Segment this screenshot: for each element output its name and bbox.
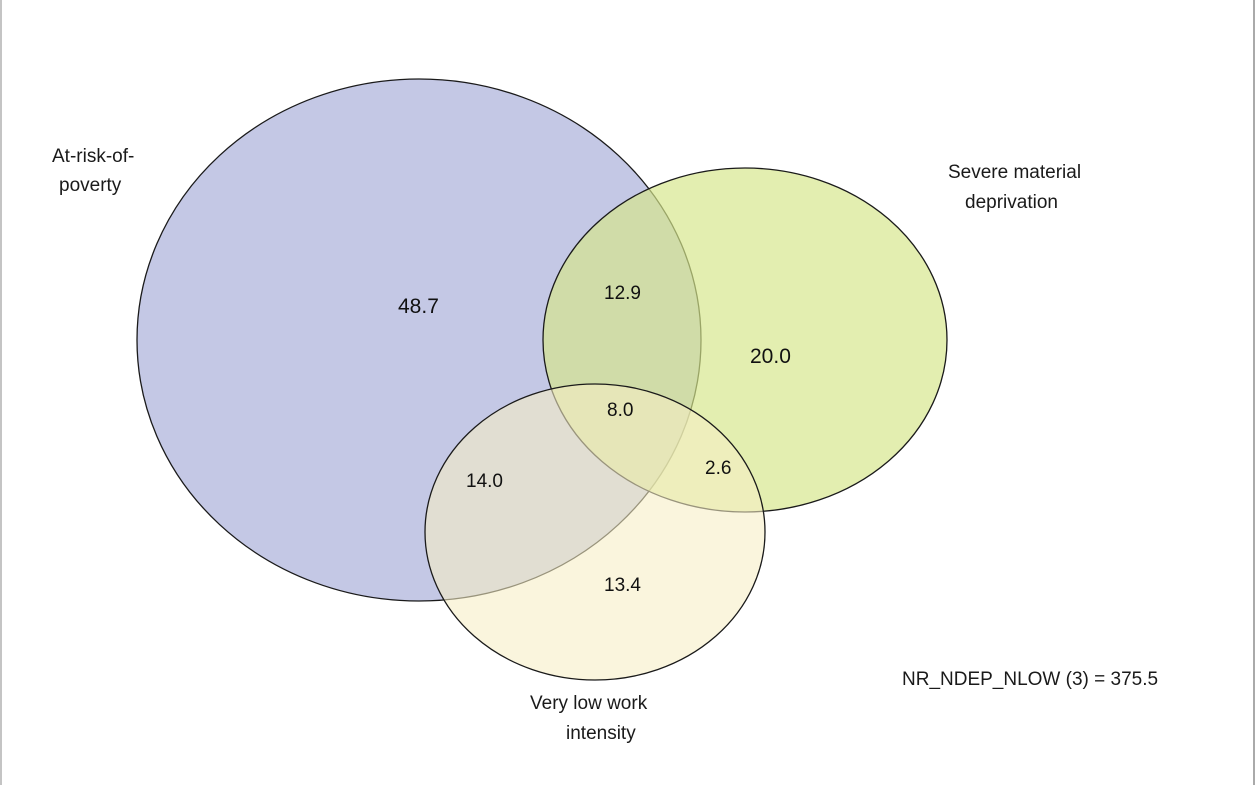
- value-deprivation-work: 2.6: [705, 458, 731, 479]
- value-poverty-work: 14.0: [466, 471, 503, 492]
- label-deprivation-line2: deprivation: [965, 192, 1058, 213]
- footnote-total: NR_NDEP_NLOW (3) = 375.5: [902, 669, 1158, 690]
- label-poverty-line2: poverty: [59, 175, 122, 196]
- label-work-line1: Very low work: [530, 693, 648, 714]
- value-poverty-only: 48.7: [398, 295, 439, 318]
- value-work-only: 13.4: [604, 575, 641, 596]
- value-deprivation-only: 20.0: [750, 345, 791, 368]
- label-poverty-line1: At-risk-of-: [52, 146, 134, 167]
- value-poverty-deprivation: 12.9: [604, 283, 641, 304]
- label-deprivation-line1: Severe material: [948, 162, 1081, 183]
- label-work-line2: intensity: [566, 723, 636, 744]
- value-all-three: 8.0: [607, 400, 633, 421]
- set-work-intensity-ellipse: [424, 383, 766, 681]
